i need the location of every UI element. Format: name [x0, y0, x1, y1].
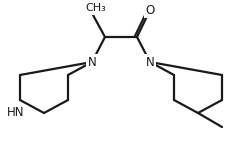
Text: N: N [88, 55, 96, 69]
Text: N: N [146, 55, 154, 69]
Text: O: O [145, 4, 155, 16]
Text: HN: HN [7, 106, 25, 120]
Text: CH₃: CH₃ [86, 3, 106, 13]
